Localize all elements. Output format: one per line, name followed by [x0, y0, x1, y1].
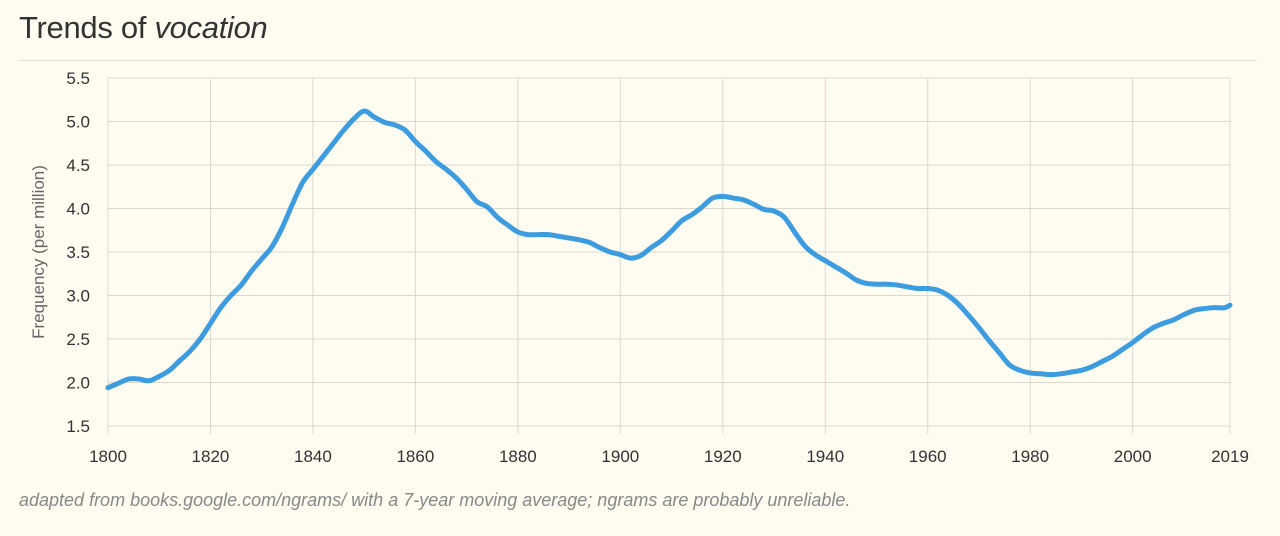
chart-grid [107, 77, 1231, 434]
y-tick-label: 4.0 [66, 200, 90, 219]
y-tick-label: 1.5 [66, 417, 90, 436]
chart-series [105, 108, 1233, 391]
source-caption: adapted from books.google.com/ngrams/ wi… [19, 490, 851, 510]
x-tick-label: 1900 [601, 447, 639, 466]
title-divider [19, 60, 1257, 61]
y-axis-label: Frequency (per million) [29, 165, 48, 339]
x-tick-label: 2000 [1114, 447, 1152, 466]
x-tick-label: 1820 [192, 447, 230, 466]
y-tick-label: 4.5 [66, 156, 90, 175]
y-tick-label: 3.0 [66, 287, 90, 306]
y-tick-label: 3.5 [66, 243, 90, 262]
x-tick-label: 2019 [1211, 447, 1249, 466]
x-tick-label: 1940 [806, 447, 844, 466]
line-chart: 1.5 2.0 2.5 3.0 3.5 4.0 4.5 5.0 5.5 1800 1820 1840 1… [29, 69, 1249, 466]
x-tick-label: 1960 [909, 447, 947, 466]
y-tick-label: 2.0 [66, 374, 90, 393]
chart-title: Trends of vocation [19, 10, 268, 46]
x-tick-label: 1840 [294, 447, 332, 466]
x-tick-label: 1920 [704, 447, 742, 466]
x-tick-label: 1880 [499, 447, 537, 466]
y-tick-label: 5.5 [66, 69, 90, 88]
y-tick-label: 5.0 [66, 113, 90, 132]
y-tick-label: 2.5 [66, 330, 90, 349]
x-tick-label: 1860 [396, 447, 434, 466]
series-line-0 [105, 108, 1233, 391]
x-tick-label: 1980 [1011, 447, 1049, 466]
title-word: vocation [154, 10, 268, 45]
chart-tick-labels: 1.5 2.0 2.5 3.0 3.5 4.0 4.5 5.0 5.5 1800 1820 1840 1… [66, 69, 1249, 466]
x-tick-label: 1800 [89, 447, 127, 466]
title-prefix: Trends of [19, 10, 147, 45]
